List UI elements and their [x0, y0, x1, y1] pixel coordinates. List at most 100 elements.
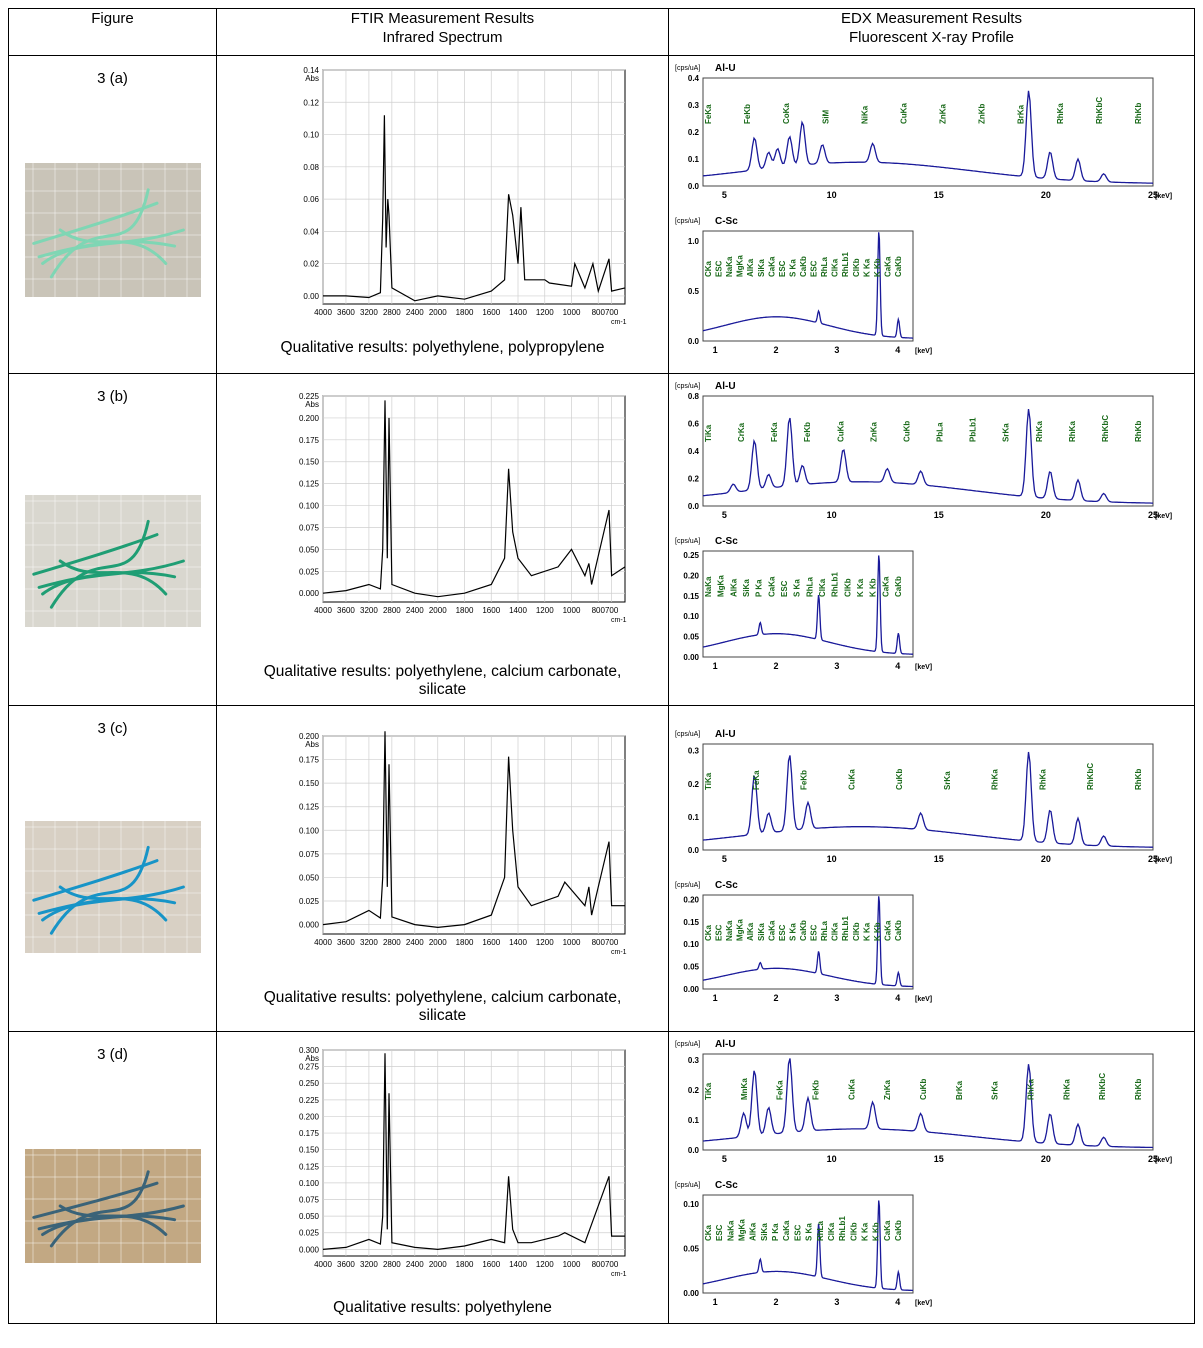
element-label: PbLa	[936, 422, 945, 442]
x-tick-label: 1000	[562, 938, 580, 947]
fiber-strand	[31, 1181, 158, 1219]
element-label: ClKa	[818, 578, 827, 597]
element-label: CaKa	[881, 576, 890, 597]
x-tick-label: 1400	[509, 1260, 527, 1269]
element-label: SiKa	[757, 259, 766, 277]
fiber-strand	[49, 188, 150, 279]
ftir-spectrum-chart: 0.300 0.275 0.250 0.225 0.200 0.175 0.150 0.125…	[298, 1046, 626, 1278]
y-tick-label: 0.10	[303, 131, 319, 140]
x-tick-label: 2	[774, 1297, 779, 1307]
fiber-strand	[49, 845, 150, 935]
qual-line2: silicate	[418, 681, 467, 698]
x-tick-label: 3200	[360, 308, 378, 317]
element-label: RhLb1	[831, 572, 840, 597]
element-label: AlKa	[746, 922, 755, 941]
element-label: RhKbC	[1101, 415, 1110, 442]
y-tick-label: 0.00	[683, 1289, 699, 1298]
element-label: CKa	[704, 924, 713, 941]
element-label: MnKa	[740, 1078, 749, 1100]
y-tick-label: 0.3	[688, 101, 700, 110]
x-tick-label: 5	[722, 854, 727, 864]
edx-csc-chart: [cps/uA] C-Sc1.00.50.01 2 3 4 [keV]CKa ESC NaKa…	[675, 216, 932, 355]
x-axis-unit: [keV]	[915, 1300, 932, 1307]
element-label: SiKa	[760, 1223, 769, 1241]
element-label: CKa	[704, 260, 713, 277]
y-tick-label: 0.05	[683, 963, 699, 972]
y-tick-label: 0.3	[688, 747, 700, 756]
y-tick-label: 0.1	[688, 1116, 700, 1125]
x-tick-label: 3600	[337, 308, 355, 317]
element-label: NaKa	[704, 576, 713, 597]
header-edx-line2: Fluorescent X-ray Profile	[848, 29, 1015, 46]
x-axis-unit: [keV]	[1155, 193, 1172, 200]
y-axis-label: Abs	[305, 1054, 319, 1063]
element-label: FeKb	[800, 770, 809, 790]
element-label: RhLa	[816, 1220, 825, 1241]
x-tick-label: 5	[722, 510, 727, 520]
x-tick-label: 800	[591, 938, 605, 947]
x-tick-label: 15	[934, 1154, 944, 1164]
x-tick-label: 700	[604, 308, 618, 317]
edx-alu-chart: [cps/uA] Al-U 0.3 0.2 0.1 0.0 5 10 15 20 25[keV] Ti…	[675, 729, 1172, 864]
element-label: RhKbC	[1095, 97, 1104, 124]
x-axis-unit: cm-1	[611, 617, 627, 624]
edx-csc-chart: [cps/uA] C-Sc 0.25 0.20 0.15 0.10 0.05 0.00 1 2 3 4…	[675, 536, 932, 671]
x-tick-label: 1800	[455, 606, 473, 615]
figure-cell: 3 (b)	[8, 373, 217, 706]
x-tick-label: 1	[713, 1297, 718, 1307]
y-tick-label: 0.050	[298, 873, 319, 882]
element-label: K Ka	[862, 922, 871, 941]
element-label: ESC	[715, 1224, 724, 1241]
y-tick-label: 0.12	[303, 98, 319, 107]
qual-line2: silicate	[418, 1007, 467, 1024]
element-label: CaKb	[799, 256, 808, 277]
plot-frame	[702, 395, 1154, 507]
y-tick-label: 0.05	[683, 633, 699, 642]
element-label: SiKa	[742, 579, 751, 597]
x-tick-label: 2400	[405, 938, 423, 947]
x-tick-label: 1400	[509, 606, 527, 615]
x-tick-label: 2000	[428, 938, 446, 947]
element-label: K Ka	[862, 258, 871, 277]
element-label: CaKa	[782, 1220, 791, 1241]
y-tick-label: 0.175	[298, 436, 319, 445]
qualitative-results: Qualitative results: polyethylene, polyp…	[217, 339, 668, 357]
element-label: ESC	[793, 1224, 802, 1241]
x-tick-label: 4	[895, 661, 900, 671]
ftir-spectrum-line	[322, 731, 625, 929]
y-tick-label: 0.25	[683, 551, 699, 560]
x-tick-label: 2	[774, 661, 779, 671]
element-label: FeKb	[743, 104, 752, 124]
ftir-spectrum-chart: 0.225 0.200 0.175 0.150 0.125 0.100 0.075 0.050…	[298, 392, 627, 624]
element-label: ZnKa	[869, 421, 878, 442]
x-tick-label: 700	[604, 938, 618, 947]
edx-unit-label: [cps/uA]	[675, 1041, 700, 1048]
x-tick-label: 5	[722, 1154, 727, 1164]
element-label: SrKa	[1002, 423, 1011, 442]
header-ftir: FTIR Measurement Results Infrared Spectru…	[216, 8, 669, 56]
y-tick-label: 0.00	[683, 653, 699, 662]
element-label: ESC	[715, 260, 724, 277]
fiber-strand	[40, 559, 185, 596]
y-tick-label: 0.15	[683, 592, 699, 601]
element-label: RhLb1	[838, 1216, 847, 1241]
y-tick-label: 0.3	[688, 1056, 700, 1065]
element-label: CrKa	[737, 422, 746, 442]
y-tick-label: 0.1	[688, 155, 700, 164]
element-label: RhKbC	[1086, 763, 1095, 790]
x-tick-label: 2000	[428, 606, 446, 615]
element-label: ESC	[778, 924, 787, 941]
x-tick-label: 1	[713, 661, 718, 671]
element-label: CaKb	[894, 1220, 903, 1241]
edx-alu-chart: [cps/uA] Al-U 0.4 0.3 0.2 0.1 0.0 5 10 15 20 25[keV…	[675, 63, 1172, 200]
plot-frame	[322, 69, 625, 305]
element-label: K Ka	[856, 578, 865, 597]
x-axis-unit: [keV]	[915, 664, 932, 671]
x-tick-label: 2800	[382, 606, 400, 615]
element-label: CKa	[704, 1224, 713, 1241]
x-tick-label: 2800	[382, 1260, 400, 1269]
element-label: BrKa	[955, 1080, 964, 1100]
plot-frame	[322, 395, 625, 603]
element-label: ZnKa	[939, 103, 948, 124]
x-tick-label: 800	[591, 1260, 605, 1269]
